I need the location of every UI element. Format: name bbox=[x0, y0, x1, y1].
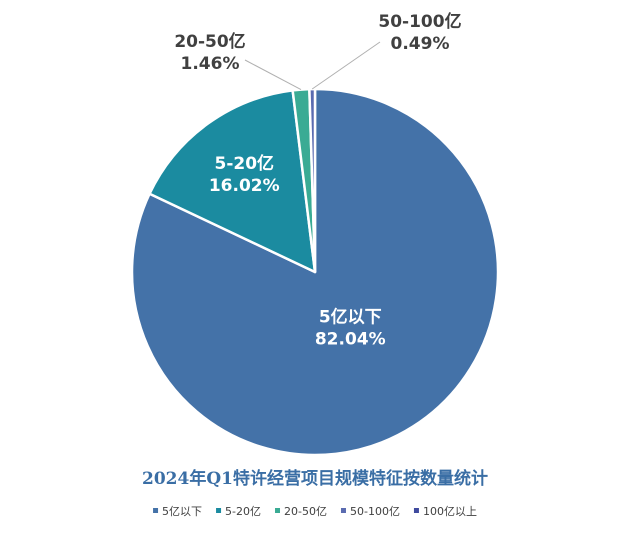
legend-label: 5-20亿 bbox=[225, 505, 261, 518]
legend-label: 5亿以下 bbox=[162, 505, 202, 518]
chart-title: 2024年Q1特许经营项目规模特征按数量统计 bbox=[142, 468, 488, 489]
slice-value-label: 0.49% bbox=[391, 34, 450, 54]
slice-category-label: 20-50亿 bbox=[174, 31, 245, 52]
pie-slices bbox=[130, 87, 500, 457]
leader-line-2 bbox=[244, 59, 302, 90]
legend: 5亿以下 5-20亿 20-50亿 50-100亿 100亿以上 bbox=[153, 505, 477, 518]
slice-category-label: 50-100亿 bbox=[378, 11, 461, 32]
legend-item: 5亿以下 bbox=[153, 505, 202, 518]
legend-swatch bbox=[275, 508, 281, 513]
legend-swatch bbox=[413, 508, 419, 513]
legend-item: 20-50亿 bbox=[275, 505, 327, 518]
slice-value-label: 16.02% bbox=[209, 176, 280, 196]
slice-1 bbox=[148, 89, 317, 274]
slice-value-label: 1.46% bbox=[181, 54, 240, 74]
slice-category-label: 5-20亿 bbox=[214, 153, 274, 174]
legend-swatch bbox=[153, 508, 159, 513]
legend-item: 5-20亿 bbox=[216, 505, 261, 518]
slice-value-label: 82.04% bbox=[315, 330, 386, 350]
leader-line-3 bbox=[311, 41, 381, 90]
legend-swatch bbox=[340, 508, 346, 513]
leader-lines bbox=[244, 41, 381, 90]
slice-category-label: 5亿以下 bbox=[319, 307, 382, 328]
legend-item: 50-100亿 bbox=[340, 505, 400, 518]
slice-3 bbox=[308, 87, 317, 274]
legend-item: 100亿以上 bbox=[413, 505, 477, 518]
legend-swatch bbox=[216, 508, 222, 513]
legend-label: 100亿以上 bbox=[423, 505, 477, 518]
legend-label: 50-100亿 bbox=[350, 505, 400, 518]
legend-label: 20-50亿 bbox=[284, 505, 327, 518]
